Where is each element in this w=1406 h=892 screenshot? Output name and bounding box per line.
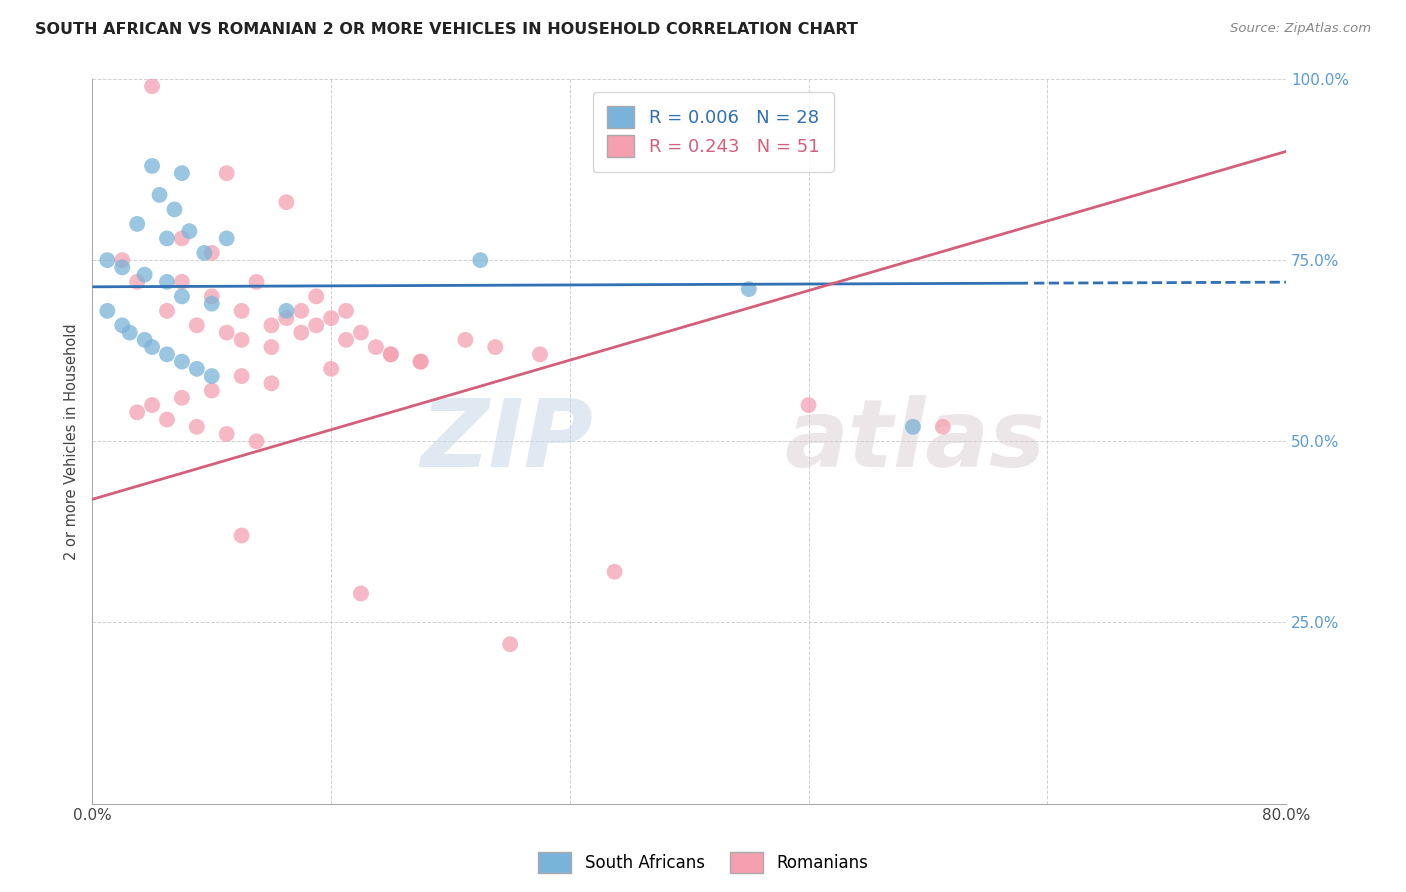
Point — [215, 231, 238, 245]
Point — [170, 166, 193, 180]
Point — [901, 419, 924, 434]
Point — [141, 79, 163, 94]
Point — [276, 311, 298, 326]
Point — [797, 398, 820, 412]
Point — [335, 333, 357, 347]
Point — [409, 354, 432, 368]
Point — [156, 412, 179, 426]
Point — [111, 253, 134, 268]
Point — [96, 253, 118, 268]
Point — [156, 275, 179, 289]
Point — [470, 253, 492, 268]
Point — [276, 195, 298, 210]
Point — [134, 333, 156, 347]
Point — [305, 289, 328, 303]
Point — [201, 296, 224, 310]
Text: Source: ZipAtlas.com: Source: ZipAtlas.com — [1230, 22, 1371, 36]
Point — [141, 398, 163, 412]
Text: ZIP: ZIP — [420, 395, 593, 487]
Point — [186, 419, 208, 434]
Point — [118, 326, 141, 340]
Point — [321, 311, 343, 326]
Point — [156, 347, 179, 361]
Point — [201, 369, 224, 384]
Point — [290, 326, 312, 340]
Point — [127, 217, 149, 231]
Point — [350, 586, 373, 600]
Point — [215, 166, 238, 180]
Text: SOUTH AFRICAN VS ROMANIAN 2 OR MORE VEHICLES IN HOUSEHOLD CORRELATION CHART: SOUTH AFRICAN VS ROMANIAN 2 OR MORE VEHI… — [35, 22, 858, 37]
Point — [276, 304, 298, 318]
Point — [193, 246, 215, 260]
Point — [529, 347, 551, 361]
Point — [260, 376, 283, 391]
Point — [156, 231, 179, 245]
Point — [335, 304, 357, 318]
Point — [260, 318, 283, 333]
Point — [96, 304, 118, 318]
Point — [932, 419, 955, 434]
Point — [179, 224, 201, 238]
Point — [350, 326, 373, 340]
Point — [201, 384, 224, 398]
Point — [170, 391, 193, 405]
Point — [260, 340, 283, 354]
Point — [127, 405, 149, 419]
Point — [603, 565, 626, 579]
Point — [231, 304, 253, 318]
Point — [231, 333, 253, 347]
Point — [380, 347, 402, 361]
Point — [409, 354, 432, 368]
Point — [201, 289, 224, 303]
Point — [364, 340, 387, 354]
Point — [305, 318, 328, 333]
Point — [231, 528, 253, 542]
Point — [454, 333, 477, 347]
Point — [141, 340, 163, 354]
Legend: R = 0.006   N = 28, R = 0.243   N = 51: R = 0.006 N = 28, R = 0.243 N = 51 — [592, 92, 834, 172]
Point — [170, 289, 193, 303]
Point — [245, 275, 267, 289]
Point — [170, 231, 193, 245]
Point — [186, 318, 208, 333]
Point — [245, 434, 267, 449]
Point — [290, 304, 312, 318]
Point — [380, 347, 402, 361]
Point — [231, 369, 253, 384]
Point — [321, 361, 343, 376]
Point — [215, 326, 238, 340]
Point — [134, 268, 156, 282]
Legend: South Africans, Romanians: South Africans, Romanians — [531, 846, 875, 880]
Point — [163, 202, 186, 217]
Point — [201, 246, 224, 260]
Point — [156, 304, 179, 318]
Point — [215, 427, 238, 442]
Point — [170, 275, 193, 289]
Point — [186, 361, 208, 376]
Point — [170, 354, 193, 368]
Point — [111, 318, 134, 333]
Point — [738, 282, 761, 296]
Y-axis label: 2 or more Vehicles in Household: 2 or more Vehicles in Household — [65, 323, 79, 559]
Point — [148, 188, 170, 202]
Point — [127, 275, 149, 289]
Point — [111, 260, 134, 275]
Point — [484, 340, 506, 354]
Text: atlas: atlas — [785, 395, 1046, 487]
Point — [141, 159, 163, 173]
Point — [499, 637, 522, 651]
